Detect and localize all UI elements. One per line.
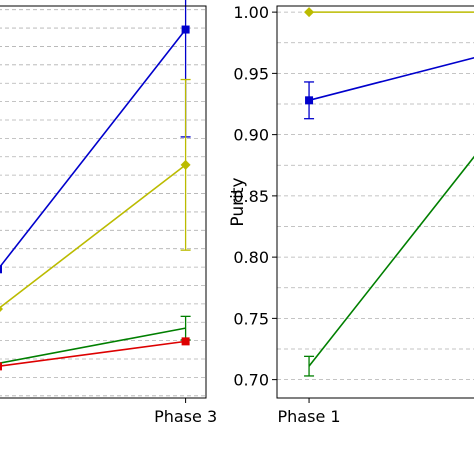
right-y-tick-label-1: 0.95	[233, 64, 269, 83]
left-point-1-1	[180, 159, 191, 170]
right-y-tick-label-2: 0.90	[233, 126, 269, 145]
right-y-axis-label: Purity	[228, 177, 248, 226]
right-plot-frame	[276, 5, 474, 399]
right-series-line-1	[308, 56, 474, 102]
left-point-0-0	[0, 265, 2, 274]
left-x-tick-label: Phase 3	[154, 407, 217, 426]
right-x-tick-label: Phase 1	[278, 407, 341, 426]
right-chart-panel: 1.00 0.95 0.90 0.85 0.80 0.75 0.70 Purity Phase …	[228, 3, 474, 426]
left-point-0-1	[181, 25, 190, 34]
right-point-1-0	[305, 96, 314, 105]
left-point-3-0	[0, 362, 2, 371]
right-y-tick-label-3: 0.85	[233, 187, 269, 206]
left-point-3-1	[181, 337, 190, 346]
left-series-line-3	[0, 340, 186, 367]
left-point-1-0	[0, 306, 3, 313]
right-y-tick-label-6: 0.70	[233, 371, 269, 390]
left-series-line-1	[0, 164, 187, 309]
left-plot-frame	[0, 5, 207, 399]
left-chart-panel: Phase 3	[0, 0, 217, 426]
right-series-line-2	[308, 155, 474, 367]
right-y-tick-label-5: 0.75	[233, 309, 269, 328]
right-y-tick-label-4: 0.80	[233, 248, 269, 267]
left-series-line-2	[0, 327, 186, 364]
left-series-line-0	[0, 29, 187, 269]
right-point-0-0	[304, 7, 315, 18]
right-y-tick-label-0: 1.00	[233, 3, 269, 22]
